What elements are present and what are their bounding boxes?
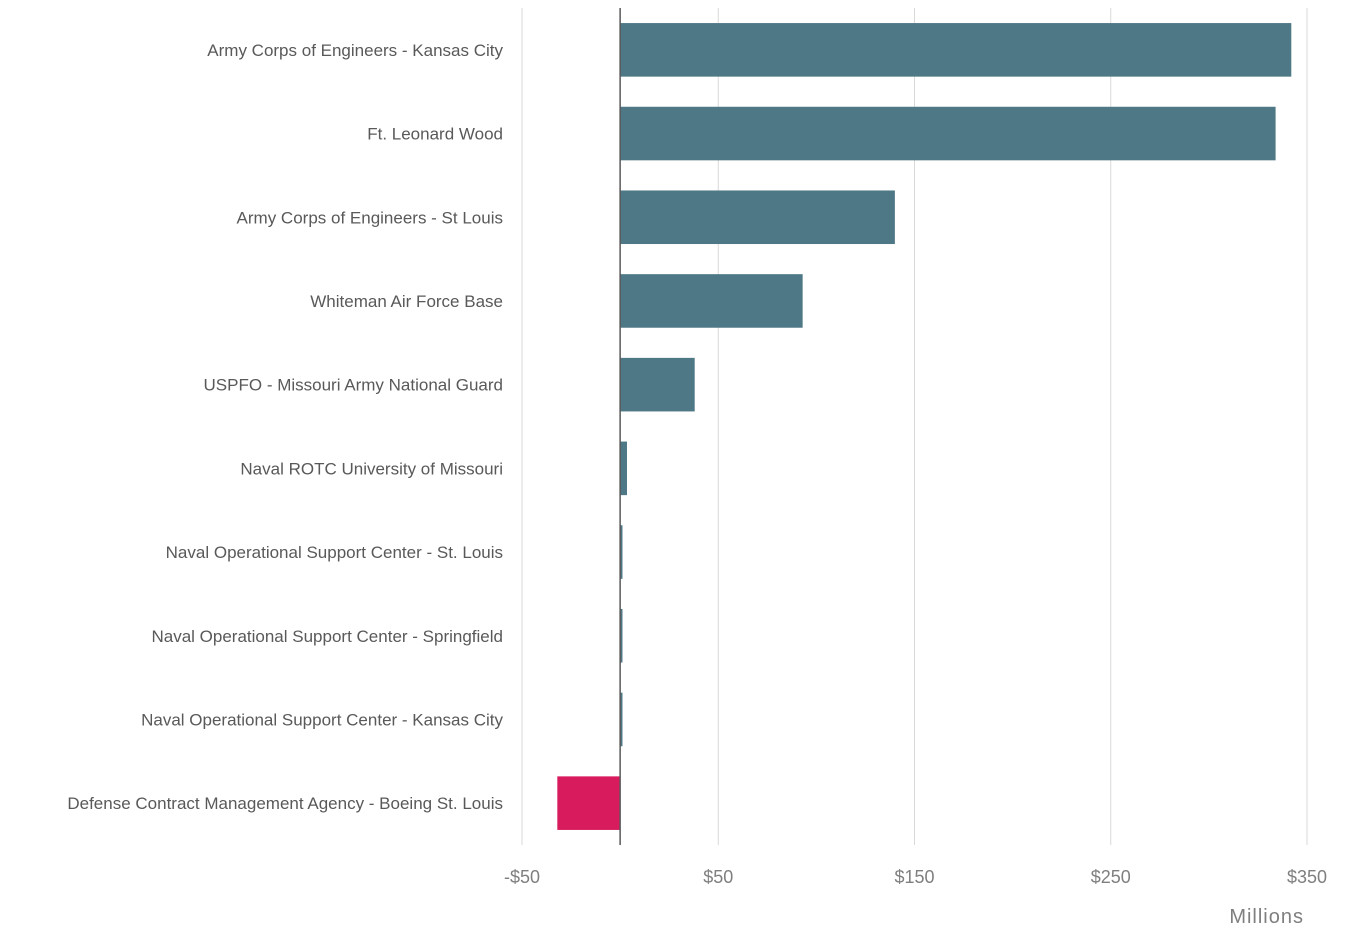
category-labels: Army Corps of Engineers - Kansas City Ft.… bbox=[67, 41, 503, 813]
bar bbox=[557, 776, 621, 830]
category-label: Defense Contract Management Agency - Boe… bbox=[67, 794, 503, 813]
x-axis-unit-label: Millions bbox=[1229, 906, 1304, 926]
x-tick-label: $250 bbox=[1091, 867, 1131, 887]
x-tick-label: $150 bbox=[894, 867, 934, 887]
bar bbox=[620, 23, 1292, 77]
x-tick-labels: -$50 $50 $150 $250 $350 bbox=[504, 867, 1327, 887]
category-label: Naval Operational Support Center - St. L… bbox=[166, 543, 503, 562]
category-label: Army Corps of Engineers - Kansas City bbox=[207, 41, 503, 60]
x-tick-label: $50 bbox=[703, 867, 733, 887]
category-label: USPFO - Missouri Army National Guard bbox=[204, 376, 503, 395]
bars bbox=[557, 8, 1292, 845]
x-tick-label: $350 bbox=[1287, 867, 1327, 887]
x-tick-label: -$50 bbox=[504, 867, 540, 887]
category-label: Naval Operational Support Center - Kansa… bbox=[141, 710, 503, 729]
bar bbox=[620, 692, 623, 747]
bar bbox=[620, 274, 803, 328]
bar bbox=[620, 608, 623, 663]
bar bbox=[620, 357, 695, 412]
category-label: Army Corps of Engineers - St Louis bbox=[237, 208, 503, 227]
bar bbox=[620, 525, 623, 579]
category-label: Whiteman Air Force Base bbox=[310, 292, 503, 311]
bar bbox=[620, 441, 627, 496]
bar bbox=[620, 106, 1276, 161]
bar bbox=[620, 190, 895, 245]
category-label: Ft. Leonard Wood bbox=[367, 125, 503, 144]
category-label: Naval Operational Support Center - Sprin… bbox=[151, 627, 503, 646]
category-label: Naval ROTC University of Missouri bbox=[240, 459, 503, 478]
